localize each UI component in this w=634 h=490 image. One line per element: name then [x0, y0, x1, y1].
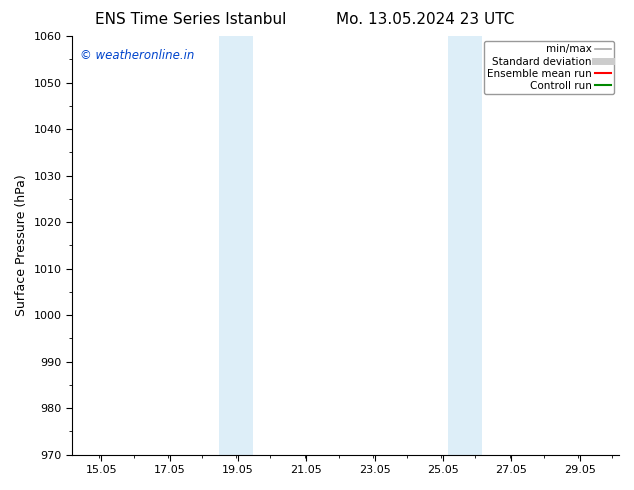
Bar: [448, 36, 482, 455]
Text: ENS Time Series Istanbul: ENS Time Series Istanbul: [94, 12, 286, 27]
Legend: min/max, Standard deviation, Ensemble mean run, Controll run: min/max, Standard deviation, Ensemble me…: [484, 41, 614, 94]
Y-axis label: Surface Pressure (hPa): Surface Pressure (hPa): [15, 174, 28, 316]
Text: © weatheronline.in: © weatheronline.in: [81, 49, 195, 62]
Bar: [219, 36, 253, 455]
Text: Mo. 13.05.2024 23 UTC: Mo. 13.05.2024 23 UTC: [335, 12, 514, 27]
